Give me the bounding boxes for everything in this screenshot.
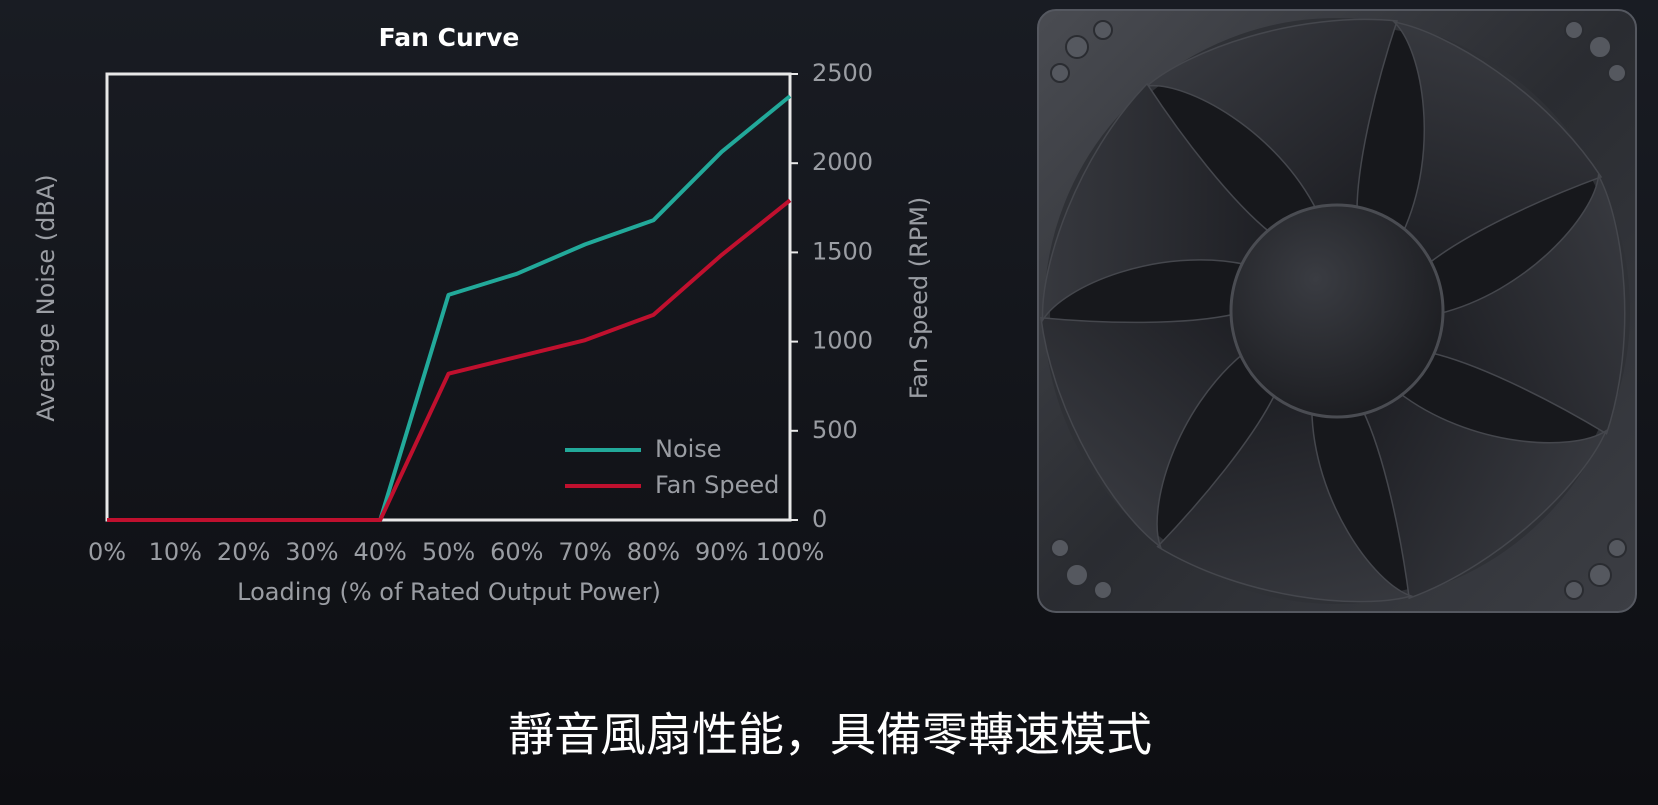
y2-tick-label: 2000	[812, 148, 873, 176]
chart-title: Fan Curve	[379, 23, 520, 52]
plot-frame	[105, 72, 792, 522]
y2-tick-label: 0	[812, 505, 827, 533]
y-axis-label: Average Noise (dBA)	[32, 174, 60, 421]
x-tick-label: 100%	[756, 538, 825, 566]
legend-label: Fan Speed	[655, 471, 779, 499]
fan-illustration	[989, 0, 1658, 657]
series-line	[107, 198, 792, 522]
x-tick-label: 0%	[88, 538, 126, 566]
x-tick-label: 60%	[490, 538, 543, 566]
caption: 靜音風扇性能，具備零轉速模式	[508, 708, 1152, 762]
x-tick-label: 10%	[149, 538, 202, 566]
y2-tick-label: 2500	[812, 59, 873, 87]
x-tick-label: 90%	[695, 538, 748, 566]
legend-label: Noise	[655, 435, 722, 463]
x-tick-label: 20%	[217, 538, 270, 566]
x-tick-label: 70%	[558, 538, 611, 566]
y2-tick-label: 500	[812, 416, 858, 444]
y2-tick-label: 1500	[812, 237, 873, 265]
chart: Fan Curve Average Noise (dBA) Fan Speed …	[32, 23, 933, 606]
x-tick-label: 80%	[627, 538, 680, 566]
y2-tick-label: 1000	[812, 327, 873, 355]
x-axis-label: Loading (% of Rated Output Power)	[237, 578, 661, 606]
x-tick-label: 40%	[354, 538, 407, 566]
y2-axis-label: Fan Speed (RPM)	[905, 197, 933, 400]
x-tick-label: 30%	[285, 538, 338, 566]
x-tick-label: 50%	[422, 538, 475, 566]
